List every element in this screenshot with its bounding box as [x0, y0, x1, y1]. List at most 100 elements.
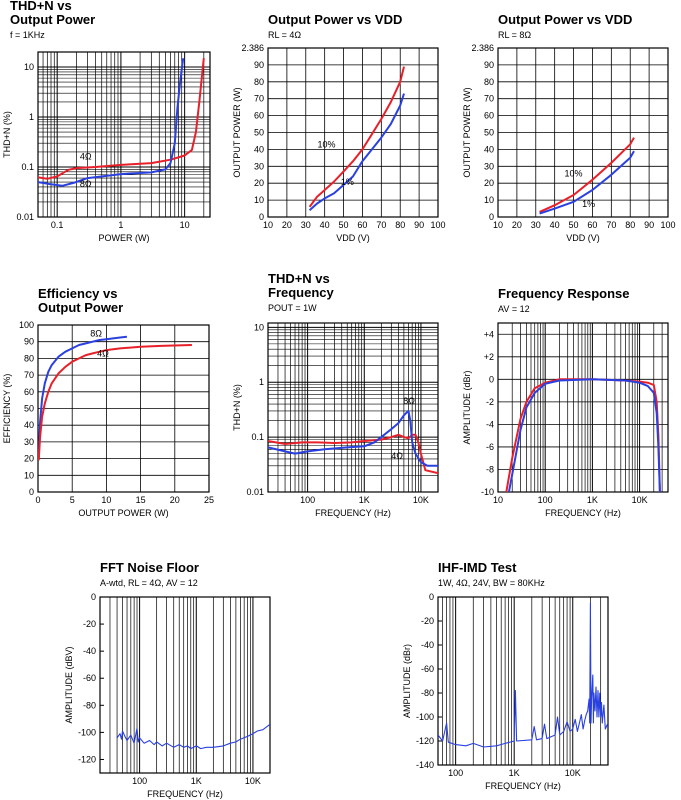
x-tick-label: 40 [550, 220, 560, 230]
y-tick-label: 0.01 [16, 212, 34, 222]
x-tick-label: 10 [101, 495, 111, 505]
x-tick-label: 5 [70, 495, 75, 505]
grid [38, 52, 210, 217]
y-tick-label: 60 [254, 111, 264, 121]
y-tick-label: -4 [486, 419, 494, 429]
series-line-blue [507, 378, 661, 492]
y-tick-label: -60 [83, 673, 96, 683]
grid [37, 324, 210, 493]
y-tick-label: 1 [259, 377, 264, 387]
chart-subtitle: RL = 4Ω [268, 30, 301, 40]
x-tick-label: 10 [493, 220, 503, 230]
plot-frame [267, 322, 439, 493]
x-axis-label: FREQUENCY (Hz) [147, 789, 223, 799]
series-line-blue [308, 93, 405, 211]
y-tick-label: 30 [24, 437, 34, 447]
chart-title: Output Power [10, 12, 95, 27]
series-line-blue [539, 150, 635, 215]
y-tick-label: +2 [484, 352, 494, 362]
grid [438, 596, 602, 766]
y-tick-label: -100 [416, 712, 434, 722]
series-line-red [308, 66, 405, 208]
x-axis-label: VDD (V) [566, 233, 600, 243]
series-line-red [38, 58, 205, 180]
series-line-blue [38, 335, 128, 459]
x-tick-label: 20 [512, 220, 522, 230]
y-tick-label: 0 [489, 374, 494, 384]
x-tick-label: 80 [395, 220, 405, 230]
chart-title: FFT Noise Floor [100, 560, 199, 575]
grid [498, 323, 668, 493]
series-label: 8Ω [90, 329, 102, 339]
series-label: 10% [565, 168, 583, 178]
x-tick-label: 10 [263, 220, 273, 230]
chart-power-vs-vdd-8: Output Power vs VDD RL = 8Ω 10 20 30 40 50 60 70… [462, 12, 676, 243]
plot-frame [497, 322, 669, 493]
x-tick-label: 1K [587, 495, 598, 505]
y-tick-label: 30 [254, 161, 264, 171]
x-tick-label: 0 [35, 495, 40, 505]
series-line-red [38, 344, 192, 461]
x-tick-label: 80 [625, 220, 635, 230]
x-tick-label: 10K [245, 776, 261, 786]
y-tick-label: 1 [29, 112, 34, 122]
x-axis-label: VDD (V) [336, 233, 370, 243]
x-axis-label: FREQUENCY (Hz) [315, 508, 391, 518]
chart-subtitle: RL = 8Ω [498, 30, 531, 40]
chart-title: Frequency [268, 285, 335, 300]
x-tick-label: 100 [538, 495, 553, 505]
y-tick-label: 90 [254, 60, 264, 70]
y-tick-label: 100 [19, 320, 34, 330]
x-tick-label: 100 [448, 768, 463, 778]
y-tick-label: -8 [486, 464, 494, 474]
y-tick-label: 0 [91, 592, 96, 602]
y-axis-label: OUTPUT POWER (W) [232, 87, 242, 177]
y-tick-label: 0.01 [246, 487, 264, 497]
y-tick-label: -140 [416, 760, 434, 770]
chart-title: Output Power vs VDD [268, 12, 402, 27]
y-tick-label: 10 [24, 62, 34, 72]
y-tick-label: 2.386 [241, 43, 264, 53]
y-axis-label: AMPLITUDE (dBr) [462, 370, 472, 444]
x-tick-label: 100 [132, 776, 147, 786]
x-tick-label: 20 [170, 495, 180, 505]
y-tick-label: -2 [486, 397, 494, 407]
y-tick-label: 80 [484, 77, 494, 87]
y-tick-label: 90 [484, 60, 494, 70]
plot-frame [37, 51, 211, 218]
y-tick-label: -20 [83, 619, 96, 629]
series-line-blue [38, 58, 185, 187]
x-tick-label: 20 [282, 220, 292, 230]
plot-frame [267, 47, 439, 218]
x-tick-label: 1K [359, 495, 370, 505]
x-tick-label: 10K [565, 768, 581, 778]
series-line-blue [438, 602, 608, 748]
chart-title: Output Power [38, 300, 123, 315]
plot-frame [497, 47, 669, 218]
x-tick-label: 90 [414, 220, 424, 230]
x-axis-label: OUTPUT POWER (W) [78, 508, 168, 518]
chart-title: IHF-IMD Test [438, 560, 517, 575]
series-label: 1% [582, 199, 595, 209]
grid [497, 47, 669, 218]
x-tick-label: 90 [644, 220, 654, 230]
x-tick-label: 50 [339, 220, 349, 230]
y-tick-label: -80 [421, 688, 434, 698]
chart-power-vs-vdd-4: Output Power vs VDD RL = 4Ω 10 20 30 40 50 60 70… [232, 12, 446, 243]
y-tick-label: 50 [24, 404, 34, 414]
x-tick-label: 30 [301, 220, 311, 230]
x-tick-label: 60 [357, 220, 367, 230]
series-label: 4Ω [80, 152, 92, 162]
series-line-red [539, 137, 635, 213]
x-tick-label: 0.1 [51, 220, 64, 230]
grid [267, 47, 439, 218]
y-tick-label: -80 [83, 700, 96, 710]
chart-ihf-imd: IHF-IMD Test 1W, 4Ω, 24V, BW = 80KHz 100 1K… [402, 560, 609, 791]
y-tick-label: -60 [421, 664, 434, 674]
x-tick-label: 1K [191, 776, 202, 786]
y-axis-label: THD+N (%) [2, 111, 12, 158]
chart-title: THD+N vs [268, 271, 330, 286]
x-tick-label: 10 [180, 220, 190, 230]
chart-title: THD+N vs [10, 0, 72, 13]
